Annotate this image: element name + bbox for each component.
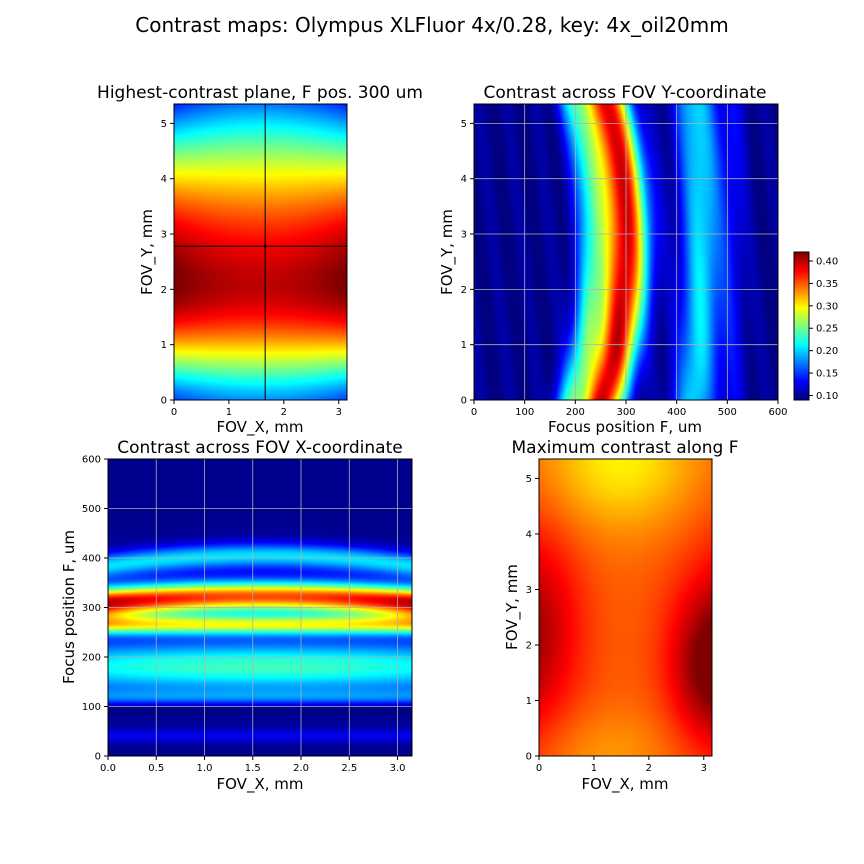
y-tick-label: 300 [82,603,101,614]
y-tick-label: 1 [461,340,467,351]
y-tick-label: 1 [161,340,167,351]
x-ticks: 0 100 200 300 400 500 600 [471,400,788,418]
x-tick-label: 200 [566,407,585,418]
panel-title: Maximum contrast along F [512,438,739,458]
x-tick-label: 100 [515,407,534,418]
y-axis-label: FOV_Y, mm [438,209,457,295]
colorbar-tick-label: 0.30 [816,301,838,312]
x-ticks: 0 1 2 3 [171,400,342,418]
x-tick-label: 500 [718,407,737,418]
colorbar-ticks: 0.10 0.15 0.20 0.25 0.30 0.35 0.40 [809,256,838,402]
panel-title: Contrast across FOV Y-coordinate [483,83,766,103]
gridlines [107,458,412,757]
figure-title: Contrast maps: Olympus XLFluor 4x/0.28, … [135,13,728,37]
y-axis-label: Focus position F, um [60,530,78,684]
x-axis-label: Focus position F, um [548,418,702,436]
x-axis-label: FOV_X, mm [217,775,304,794]
y-tick-label: 100 [82,702,101,713]
y-tick-label: 2 [161,285,167,296]
y-ticks: 0 1 2 3 4 5 [461,119,474,407]
x-axis-label: FOV_X, mm [582,775,669,794]
colorbar-tick-label: 0.25 [816,324,838,335]
x-tick-label: 0.0 [100,763,116,774]
y-ticks: 0 100 200 300 400 500 600 [82,455,108,763]
plot-frame [538,458,713,757]
x-tick-label: 2 [281,407,287,418]
x-ticks: 0 1 2 3 [536,756,707,774]
y-axis-label: FOV_Y, mm [503,564,522,650]
heatmap-image [174,104,347,400]
y-tick-label: 500 [82,504,101,515]
colorbar-image [794,252,809,400]
y-tick-label: 2 [461,285,467,296]
heatmap-image [539,459,712,756]
colorbar-tick-label: 0.15 [816,369,838,380]
colorbar-tick-label: 0.10 [816,391,838,402]
y-tick-label: 4 [526,529,532,540]
y-tick-label: 0 [461,396,467,407]
x-tick-label: 3 [336,407,342,418]
y-tick-label: 4 [461,174,467,185]
plot-frame [173,103,348,401]
colorbar-tick-label: 0.35 [816,279,838,290]
x-axis-label: FOV_X, mm [217,418,304,437]
colorbar-tick-label: 0.40 [816,256,838,267]
panel-maximum-contrast: Maximum contrast along F 0 1 2 3 0 1 2 3 4 5 FOV… [503,438,738,794]
crosshair-center [263,244,267,248]
y-tick-label: 4 [161,174,167,185]
panel-contrast-across-fov-y: Contrast across FOV Y-coordinate 0 100 200… [438,83,838,436]
y-tick-label: 3 [461,230,467,241]
y-tick-label: 0 [161,396,167,407]
x-tick-label: 0 [536,763,542,774]
y-tick-label: 1 [526,696,532,707]
panel-title: Highest-contrast plane, F pos. 300 um [97,83,423,103]
y-tick-label: 200 [82,653,101,664]
x-tick-label: 600 [768,407,787,418]
colorbar-tick-label: 0.20 [816,346,838,357]
x-tick-label: 2.5 [341,763,357,774]
y-tick-label: 0 [526,752,532,763]
y-tick-label: 600 [82,455,101,466]
y-tick-label: 0 [95,752,101,763]
x-ticks: 0.0 0.5 1.0 1.5 2.0 2.5 3.0 [100,756,405,774]
panel-contrast-across-fov-x: Contrast across FOV X-coordinate 0.0 0.5 1… [60,438,413,794]
y-ticks: 0 1 2 3 4 5 [526,474,539,763]
x-tick-label: 1 [591,763,597,774]
x-tick-label: 400 [667,407,686,418]
x-tick-label: 1.5 [245,763,261,774]
y-tick-label: 3 [526,585,532,596]
crosshair [174,104,347,400]
panel-highest-contrast-plane: Highest-contrast plane, F pos. 300 um 0 1… [97,83,423,437]
y-axis-label: FOV_Y, mm [138,209,157,295]
x-tick-label: 300 [616,407,635,418]
y-ticks: 0 1 2 3 4 5 [161,119,174,407]
y-tick-label: 5 [526,474,532,485]
panel-title: Contrast across FOV X-coordinate [117,438,402,458]
x-tick-label: 0.5 [148,763,164,774]
x-tick-label: 3 [701,763,707,774]
y-tick-label: 3 [161,230,167,241]
x-tick-label: 1.0 [197,763,213,774]
y-tick-label: 5 [161,119,167,130]
y-tick-label: 2 [526,640,532,651]
x-tick-label: 1 [226,407,232,418]
colorbar-frame [793,251,810,401]
y-tick-label: 5 [461,119,467,130]
x-tick-label: 0 [171,407,177,418]
x-tick-label: 0 [471,407,477,418]
x-tick-label: 2.0 [293,763,309,774]
x-tick-label: 2 [646,763,652,774]
y-tick-label: 400 [82,554,101,565]
x-tick-label: 3.0 [390,763,406,774]
